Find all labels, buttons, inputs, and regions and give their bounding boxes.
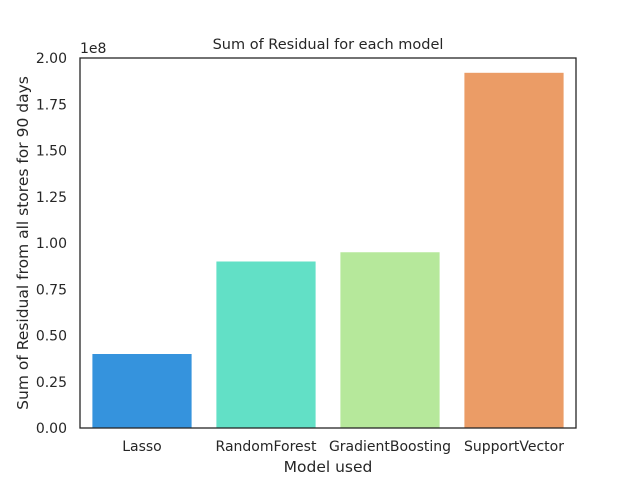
y-tick-label: 1.75 [36,97,67,113]
y-tick-label: 0.25 [36,375,67,391]
bar-gradientboosting [340,252,440,428]
bar-lasso [92,354,192,428]
x-tick-label: GradientBoosting [329,439,451,455]
y-tick-label: 0.75 [36,282,67,298]
y-tick-label: 2.00 [36,51,67,67]
bar-supportvector [464,72,564,429]
y-axis-offset-label: 1e8 [80,41,106,57]
y-tick-label: 0.00 [36,421,67,437]
x-tick-label: Lasso [122,439,162,455]
y-tick-label: 1.25 [36,190,67,206]
x-tick-label: SupportVector [464,439,564,455]
x-tick-label: RandomForest [216,439,317,455]
y-axis-label: Sum of Residual from all stores for 90 d… [14,76,32,410]
bar-randomforest [216,261,316,428]
y-tick-label: 1.00 [36,236,67,252]
plot-frame [79,57,577,429]
bars-layer [92,72,564,429]
y-tick-label: 0.50 [36,329,67,345]
chart-title: Sum of Residual for each model [213,37,444,53]
y-ticks: 0.00 0.25 0.50 0.75 1.00 1.25 1.50 1.75 2.00 [36,51,67,437]
x-ticks: Lasso RandomForest GradientBoosting Support… [122,439,564,455]
x-axis-label: Model used [284,458,373,476]
y-tick-label: 1.50 [36,144,67,160]
